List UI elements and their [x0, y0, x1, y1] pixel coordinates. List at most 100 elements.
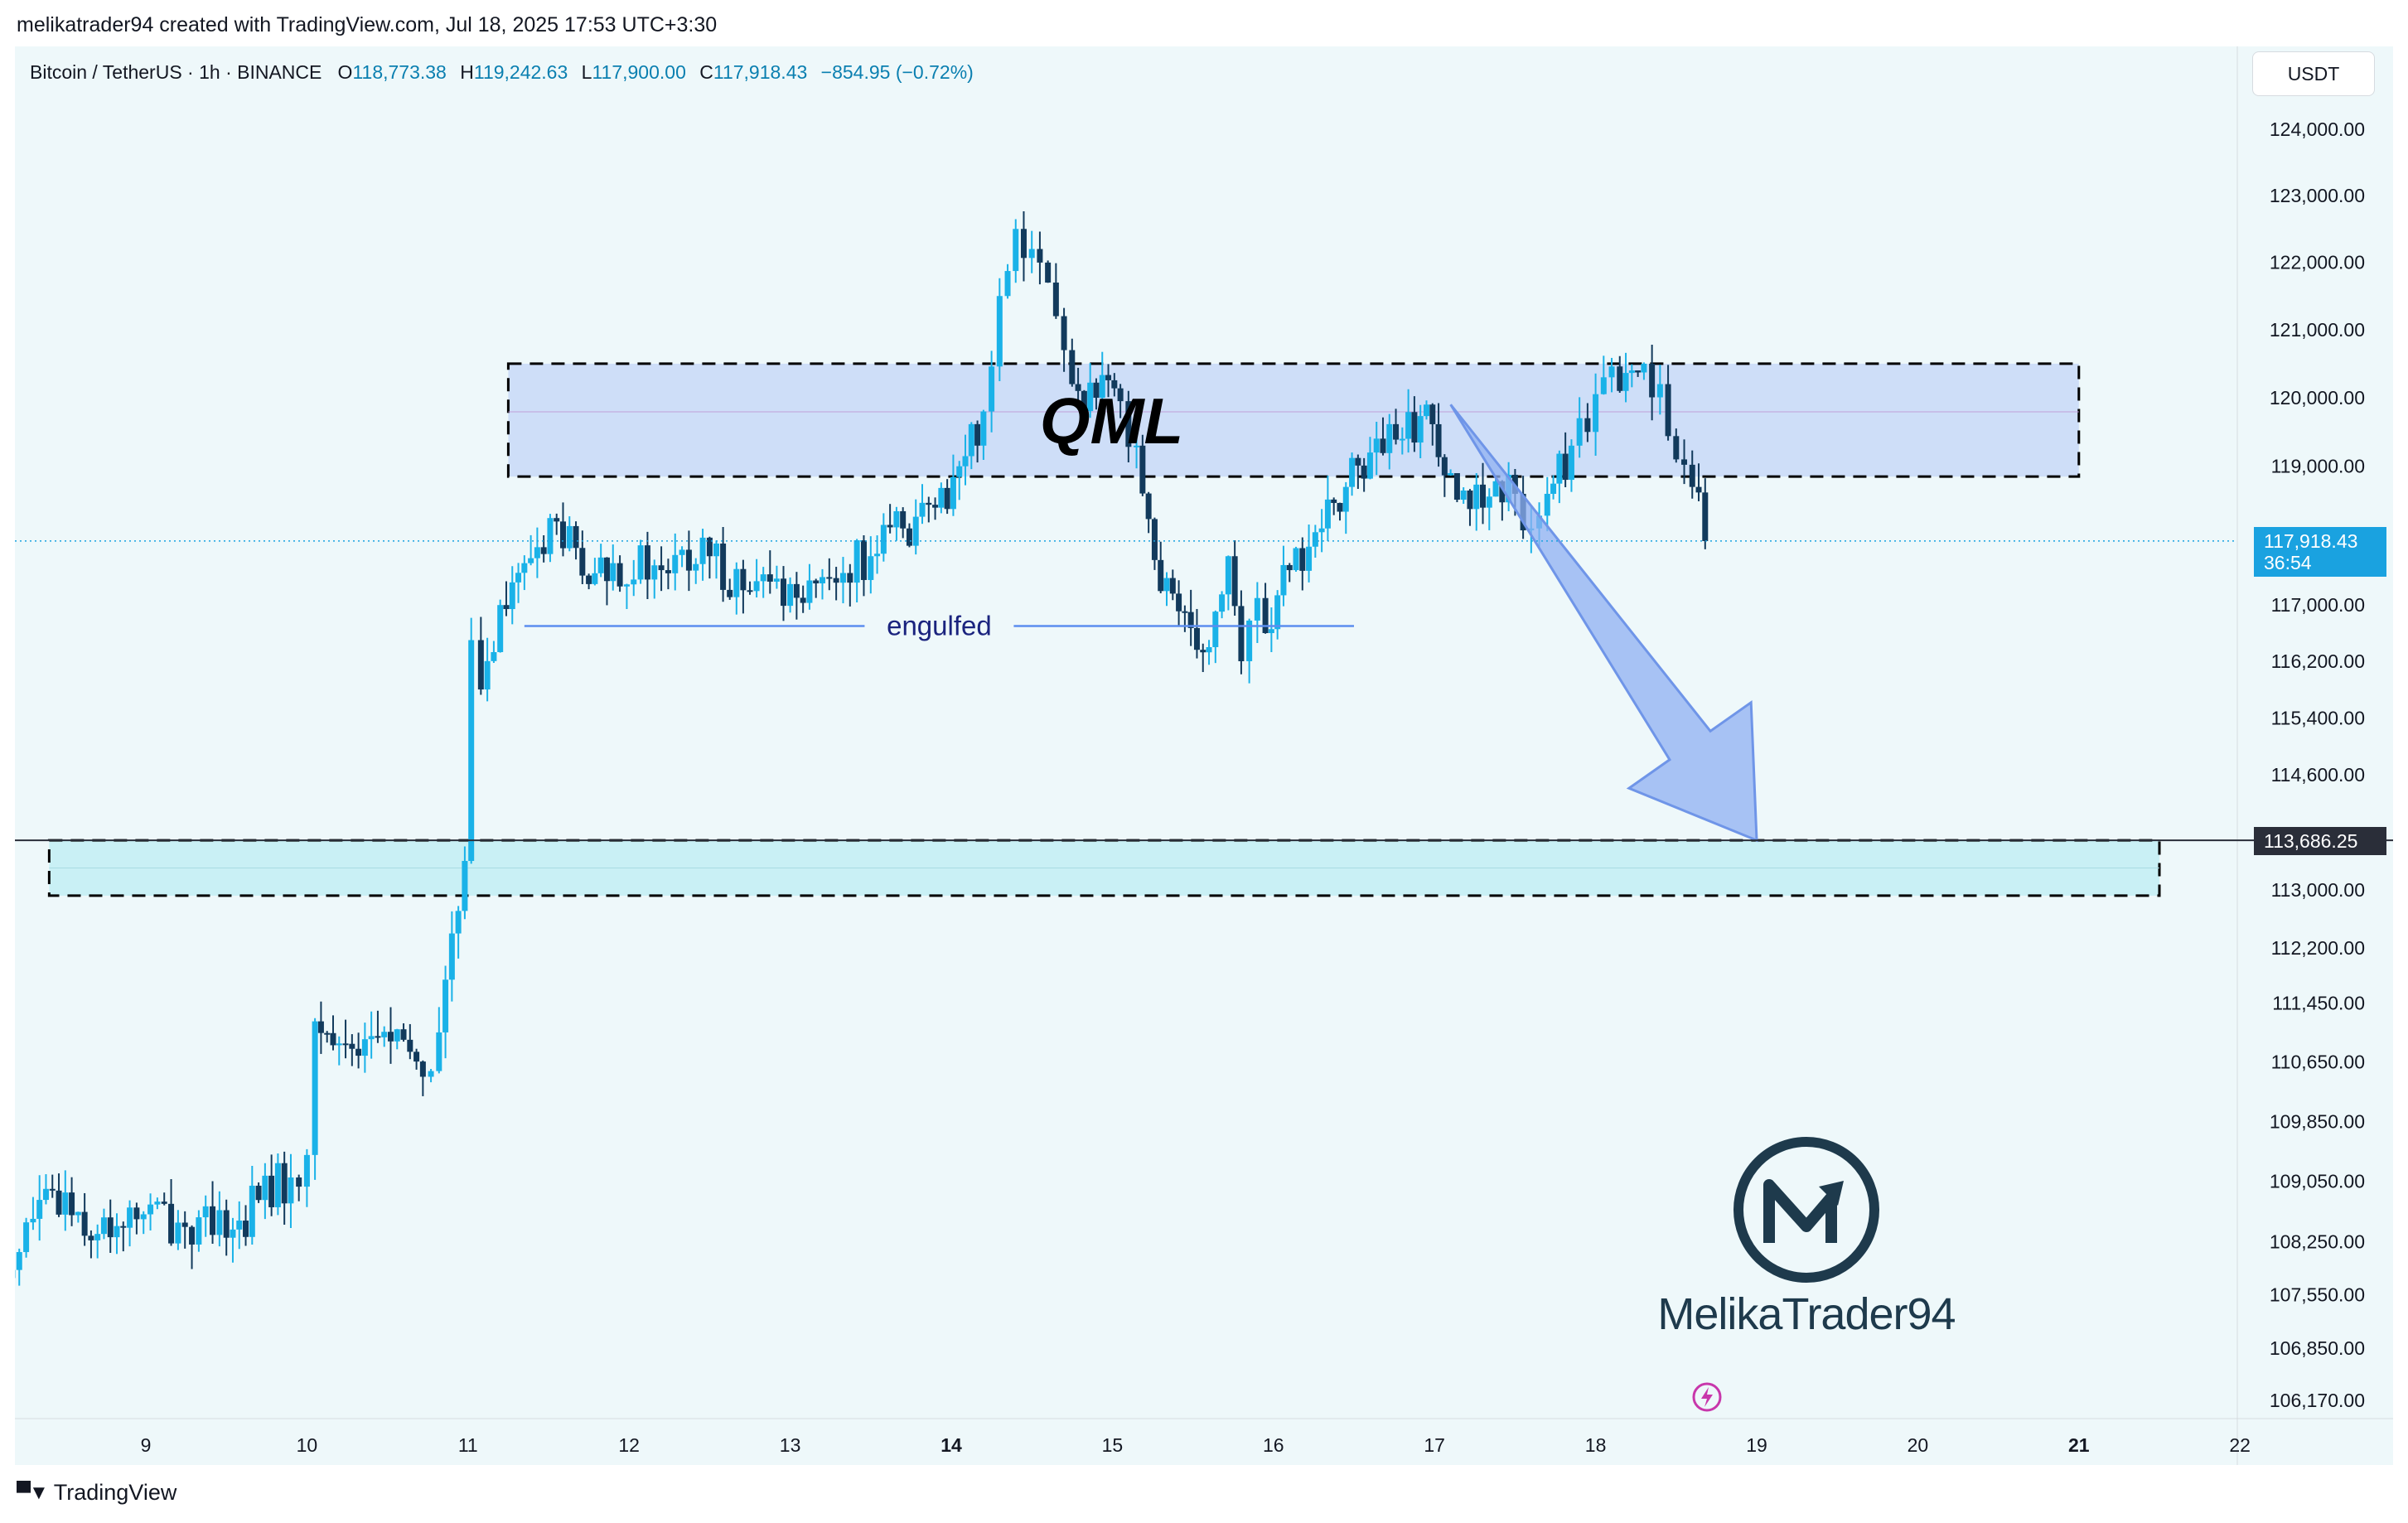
candle-body — [1417, 416, 1424, 443]
engulfed-label: engulfed — [887, 611, 992, 641]
tradingview-logo-icon: ▀▼ — [17, 1481, 49, 1504]
candle-body — [342, 1043, 349, 1046]
symbol-legend: Bitcoin / TetherUS · 1h · BINANCE O118,7… — [30, 61, 974, 84]
candle-body — [1337, 502, 1343, 512]
candle-body — [766, 574, 773, 582]
candle-body — [1020, 229, 1027, 259]
candle-body — [1081, 390, 1087, 412]
candle-body — [312, 1021, 318, 1155]
candle-body — [826, 577, 833, 579]
candle-body — [586, 575, 592, 584]
candle-body — [1681, 459, 1688, 465]
candle-body — [699, 537, 706, 564]
candle-body — [1349, 457, 1356, 487]
candle-body — [1151, 519, 1158, 560]
candle-body — [477, 640, 484, 690]
candle-body — [592, 573, 598, 584]
candle-body — [1695, 486, 1702, 493]
candle-body — [1117, 388, 1124, 402]
candle-body — [249, 1185, 255, 1237]
candle-body — [1641, 363, 1647, 373]
candle-body — [1593, 394, 1599, 433]
candle-body — [127, 1207, 133, 1228]
candle-body — [1393, 423, 1400, 440]
candle-body — [1480, 484, 1487, 508]
candle-body — [1361, 465, 1367, 479]
candle-body — [1045, 262, 1052, 283]
candle-body — [706, 537, 713, 557]
qml-label: QML — [1040, 384, 1183, 457]
candle-body — [637, 545, 644, 580]
candle-body — [610, 563, 617, 582]
price-tick-label: 113,000.00 — [2271, 879, 2365, 901]
candle-body — [926, 502, 932, 505]
candle-body — [181, 1222, 188, 1227]
candle-body — [974, 423, 981, 446]
price-tick-label: 121,000.00 — [2270, 319, 2365, 341]
candle-body — [1318, 528, 1325, 533]
candle-body — [133, 1207, 140, 1220]
candle-body — [1061, 316, 1067, 351]
tradingview-brand[interactable]: ▀▼ TradingView — [17, 1480, 176, 1506]
time-tick-label: 19 — [1746, 1434, 1767, 1456]
candle-body — [1584, 418, 1591, 433]
candle-body — [860, 540, 867, 580]
low-label: L — [581, 61, 592, 83]
candle-body — [75, 1211, 81, 1216]
candle-body — [1200, 650, 1206, 653]
candle-body — [1608, 366, 1615, 378]
candle-body — [912, 516, 919, 546]
candle-body — [980, 411, 987, 446]
candle-body — [216, 1210, 223, 1235]
candle-body — [932, 505, 939, 508]
candle-body — [349, 1043, 355, 1049]
candle-body — [114, 1226, 120, 1238]
lightning-icon[interactable] — [1690, 1380, 1724, 1414]
candle-body — [515, 573, 522, 583]
low-value: 117,900.00 — [592, 61, 686, 83]
candle-body — [189, 1226, 196, 1245]
qml-zone[interactable] — [506, 362, 2081, 478]
candle-body — [1206, 646, 1212, 653]
candle-body — [1182, 611, 1188, 613]
candle-body — [243, 1221, 249, 1237]
candle-body — [288, 1177, 294, 1204]
candle-body — [919, 502, 926, 517]
candle-body — [330, 1032, 336, 1046]
currency-button[interactable]: USDT — [2252, 51, 2375, 96]
close-label: C — [699, 61, 713, 83]
brand-name: TradingView — [53, 1480, 177, 1505]
candle-body — [428, 1071, 434, 1077]
candle-body — [336, 1043, 342, 1046]
candle-body — [651, 565, 658, 580]
price-chart[interactable]: engulfed QML 124,000.00 123,000.00 122,000.0… — [15, 46, 2393, 1465]
candle-body — [442, 979, 449, 1032]
candle-body — [1435, 423, 1442, 457]
change-value: −854.95 (−0.72%) — [820, 61, 974, 83]
price-tick-label: 116,200.00 — [2271, 650, 2365, 672]
price-tick-label: 114,600.00 — [2271, 764, 2365, 786]
candle-body — [1069, 350, 1076, 384]
candle-body — [1441, 457, 1448, 476]
candle-body — [547, 518, 554, 554]
time-tick-label: 16 — [1263, 1434, 1284, 1456]
candle-body — [813, 580, 820, 584]
candle-body — [1187, 612, 1194, 628]
candle-body — [1262, 597, 1269, 634]
candle-body — [938, 487, 945, 508]
candle-body — [361, 1039, 368, 1056]
candle-body — [773, 578, 780, 582]
candle-body — [597, 557, 604, 573]
candle-body — [1568, 445, 1574, 481]
candle-body — [1380, 438, 1386, 453]
symbol-name: Bitcoin / TetherUS · 1h · BINANCE — [30, 61, 322, 83]
candle-body — [1467, 490, 1473, 510]
candle-body — [210, 1206, 216, 1235]
price-tick-label: 106,170.00 — [2270, 1390, 2365, 1411]
high-label: H — [460, 61, 474, 83]
candle-body — [760, 574, 766, 582]
candle-body — [740, 568, 747, 591]
candle-body — [1600, 377, 1607, 394]
candle-body — [819, 577, 825, 584]
chart-pane[interactable]: engulfed QML 124,000.00 123,000.00 122,000.0… — [15, 46, 2393, 1465]
